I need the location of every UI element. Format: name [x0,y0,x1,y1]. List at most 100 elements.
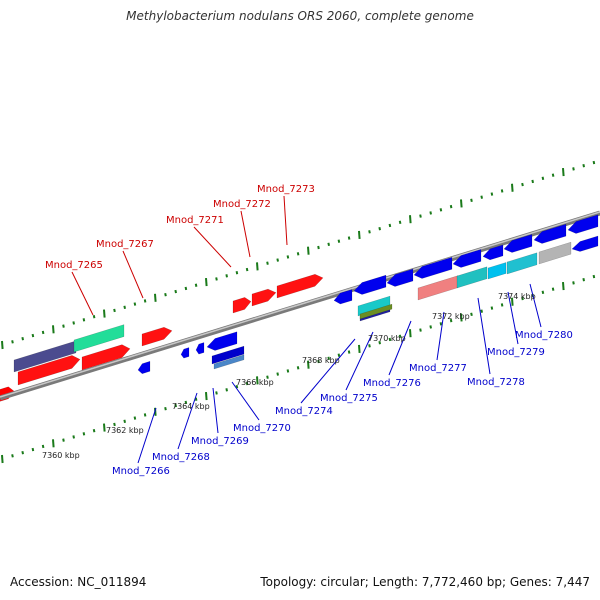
inner-tick [521,296,524,301]
inner-tick [368,344,371,348]
outer-tick [470,198,473,203]
forward-gene-arrow [276,274,324,299]
leader-line-reverse [177,392,198,450]
inner-tick [266,375,269,379]
inner-tick [307,360,310,369]
outer-tick [82,318,86,322]
outer-tick [562,167,565,177]
outer-tick [592,160,596,165]
outer-tick [154,293,157,302]
reverse-gene-arrow [506,252,538,275]
gene-label-reverse: Mnod_7279 [487,347,545,358]
accession-text: Accession: NC_011894 [10,575,147,589]
inner-tick [500,303,504,307]
scale-label: 7364 kbp [172,402,210,411]
scale-label: 7362 kbp [106,426,144,435]
leader-line-reverse [231,381,260,421]
inner-tick [378,340,381,345]
inner-tick [31,447,35,452]
inner-tick [143,413,147,417]
gene-label-reverse: Mnod_7277 [409,363,467,374]
leader-line-forward [240,210,251,258]
reverse-gene-arrow [482,244,504,261]
leader-line-reverse [529,283,542,328]
outer-tick [235,270,239,275]
inner-tick [62,438,65,442]
forward-gene-arrow [81,344,131,371]
gene-label-reverse: Mnod_7270 [233,423,291,434]
inner-tick [215,391,218,395]
outer-tick [378,226,381,231]
outer-tick [419,214,422,218]
reverse-gene-arrow [180,347,190,359]
forward-gene-arrow [232,297,252,314]
forward-gene-arrow [251,288,277,307]
inner-tick [347,350,351,354]
outer-tick [531,179,534,184]
inner-tick [398,334,402,339]
outer-tick [1,340,4,350]
inner-tick [592,274,596,279]
inner-tick [480,309,483,313]
gene-label-forward: Mnod_7272 [213,199,271,210]
inner-tick [511,297,514,306]
outer-tick [327,242,330,247]
outer-tick [92,314,96,319]
outer-tick [307,246,310,255]
scale-label: 7370 kbp [368,334,406,343]
outer-tick [368,230,371,234]
outer-tick [398,220,402,225]
inner-tick [470,312,473,317]
inner-tick [103,423,106,432]
outer-tick [358,230,361,239]
inner-tick [409,329,412,338]
inner-tick [419,328,422,332]
inner-tick [82,432,86,436]
outer-tick [164,292,167,297]
label-leader-lines [71,195,542,464]
reverse-gene-arrow [487,262,507,280]
leader-line-forward [122,250,144,299]
scale-label: 7366 kbp [236,378,274,387]
outer-tick [215,277,218,281]
leader-line-reverse [212,387,219,434]
inner-tick [286,369,290,373]
leader-line-forward [283,195,288,246]
outer-tick [337,239,341,243]
outer-tick [174,289,177,294]
inner-tick [276,372,279,376]
inner-tick [490,306,494,310]
outer-tick [184,286,188,291]
outer-tick [276,258,279,262]
inner-tick [449,318,453,323]
inner-tick [194,397,198,401]
outer-tick [103,309,106,318]
outer-tick [123,305,126,309]
forward-gene-arrow [73,324,125,353]
forward-gene-arrow [141,326,173,347]
gene-label-forward: Mnod_7267 [96,239,154,250]
reverse-gene-arrow [452,249,482,268]
outer-tick [143,299,147,303]
outer-tick [347,236,351,240]
reverse-gene-arrow [137,360,151,374]
reverse-gene-arrow [359,303,393,320]
outer-tick [245,267,249,272]
outer-tick [62,324,65,328]
inner-tick [123,419,126,423]
outer-tick [388,223,392,228]
outer-tick [133,302,137,306]
reverse-gene-arrow [333,289,353,305]
inner-tick [562,281,565,291]
reverse-gene-arrow [195,342,205,355]
inner-tick [235,384,239,389]
inner-tick [541,290,545,295]
outer-tick [205,278,208,287]
leader-line-reverse [436,311,445,361]
reverse-gene-arrow [211,345,245,365]
gene-label-forward: Mnod_7273 [257,184,315,195]
inner-tick [52,439,55,448]
outer-tick [541,176,545,181]
forward-gene-arrow [17,355,81,386]
